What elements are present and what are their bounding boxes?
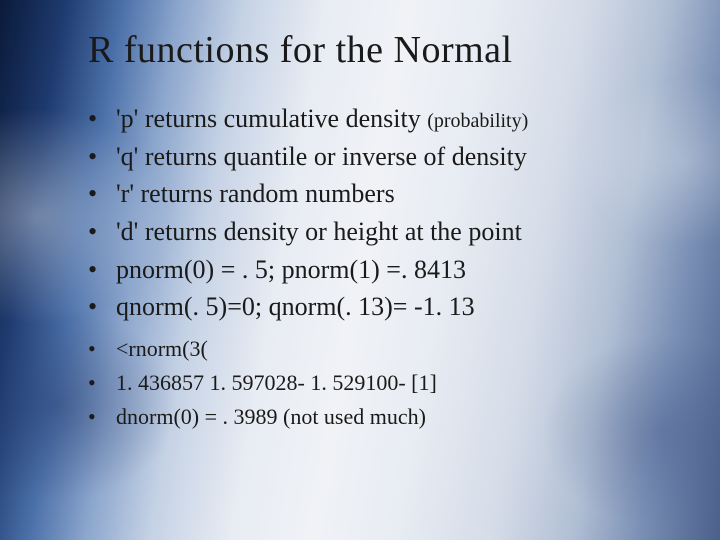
bullet-text: 'd' returns density or height at the poi… (116, 217, 522, 246)
bullet-text: 'q' returns quantile or inverse of densi… (116, 142, 527, 171)
bullet-text: dnorm(0) = . 3989 (not used much) (116, 404, 426, 429)
list-item: 'q' returns quantile or inverse of densi… (88, 138, 672, 176)
list-item: dnorm(0) = . 3989 (not used much) (88, 400, 672, 434)
slide-container: R functions for the Normal 'p' returns c… (0, 0, 720, 540)
main-bullet-list: 'p' returns cumulative density (probabil… (88, 100, 672, 326)
list-item: 'd' returns density or height at the poi… (88, 213, 672, 251)
bullet-text: 1. 436857 1. 597028- 1. 529100- [1] (116, 370, 437, 395)
list-item: 'p' returns cumulative density (probabil… (88, 100, 672, 138)
list-item: 'r' returns random numbers (88, 175, 672, 213)
bullet-text: 'r' returns random numbers (116, 179, 395, 208)
bullet-paren: (probability) (427, 110, 528, 132)
bullet-text: pnorm(0) = . 5; pnorm(1) =. 8413 (116, 255, 466, 284)
list-item: qnorm(. 5)=0; qnorm(. 13)= -1. 13 (88, 288, 672, 326)
bullet-text: qnorm(. 5)=0; qnorm(. 13)= -1. 13 (116, 292, 475, 321)
bullet-text: 'p' returns cumulative density (116, 104, 427, 133)
list-item: 1. 436857 1. 597028- 1. 529100- [1] (88, 366, 672, 400)
list-item: pnorm(0) = . 5; pnorm(1) =. 8413 (88, 251, 672, 289)
sub-bullet-list: <rnorm(3( 1. 436857 1. 597028- 1. 529100… (88, 332, 672, 434)
bullet-text: <rnorm(3( (116, 336, 208, 361)
slide-title: R functions for the Normal (88, 28, 672, 72)
list-item: <rnorm(3( (88, 332, 672, 366)
